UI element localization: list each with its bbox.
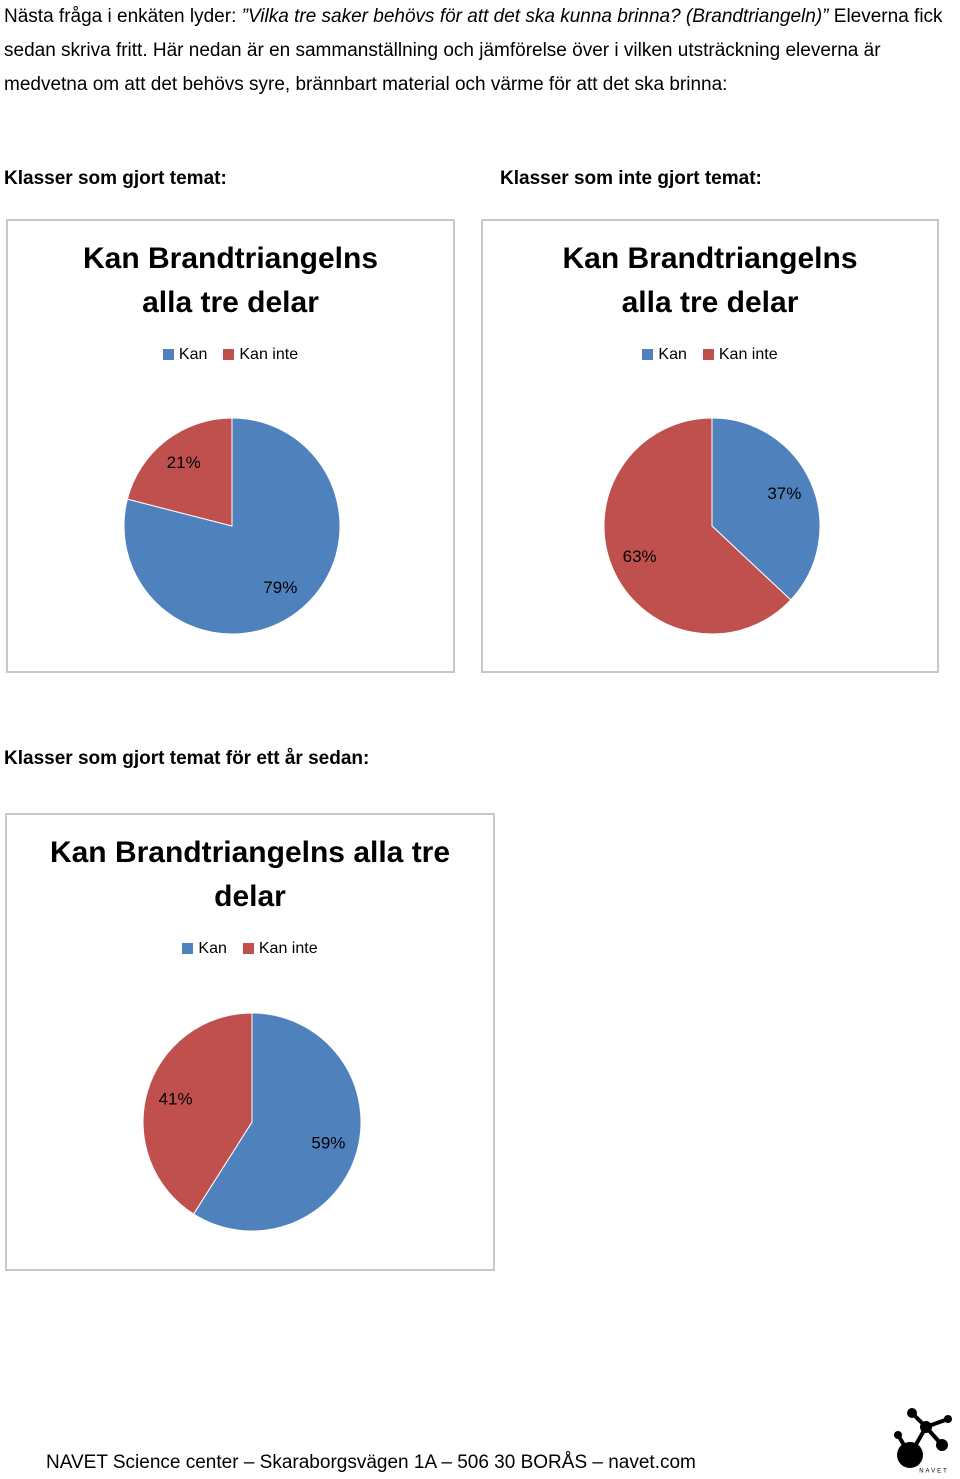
pie-slice <box>711 417 821 601</box>
legend-item: Kan inte <box>223 346 298 363</box>
legend: Kan Kan inte <box>8 346 453 364</box>
chart-title: Kan Brandtriangelns alla tre delar <box>562 242 858 319</box>
data-label: 21% <box>167 453 201 472</box>
legend-item: Kan <box>182 940 227 957</box>
pie-slice <box>126 417 233 527</box>
legend-swatch <box>182 943 194 954</box>
legend-item: Kan <box>642 346 687 363</box>
data-label: 63% <box>623 547 657 566</box>
pie-slice <box>603 417 792 635</box>
legend-item: Kan <box>162 346 208 363</box>
legend-swatch <box>242 943 254 954</box>
pie: 59% 41% <box>142 1012 362 1232</box>
chart-title: Kan Brandtriangelns alla tre delar <box>82 242 379 319</box>
pie-slice <box>142 1012 253 1215</box>
footer: NAVET Science center – Skaraborgsvägen 1… <box>46 1452 696 1473</box>
legend-label: Kan <box>178 346 208 363</box>
legend-label: Kan inte <box>239 346 299 363</box>
chart-box: 79% 21% Kan Brandtriangelns alla tre delar… <box>6 219 455 673</box>
heading: Klasser som gjort temat: <box>4 168 227 189</box>
legend-item: Kan inte <box>242 940 318 957</box>
heading: Klasser som gjort temat för ett år sedan… <box>4 748 370 769</box>
legend-swatch <box>223 349 235 360</box>
legend-label: Kan <box>658 346 687 363</box>
logo-text: NAVET <box>919 1469 949 1475</box>
intro: Nästa fråga i enkäten lyder: ”Vilka tre … <box>4 0 949 102</box>
data-label: 37% <box>767 484 801 503</box>
pie: 37% 63% <box>603 417 821 635</box>
legend-item: Kan inte <box>702 346 778 363</box>
pie: 79% 21% <box>123 417 341 635</box>
pie-slice <box>192 1012 362 1232</box>
legend-swatch <box>702 349 714 360</box>
legend-label: Kan inte <box>258 940 318 957</box>
heading: Klasser som inte gjort temat: <box>500 168 762 189</box>
logo: NAVET <box>894 1408 952 1475</box>
legend-swatch <box>642 349 654 360</box>
chart-box: 37% 63% Kan Brandtriangelns alla tre delar… <box>481 219 939 673</box>
chart-title: Kan Brandtriangelns alla tre delar <box>49 836 451 913</box>
pie-slice <box>123 417 341 635</box>
legend-swatch <box>162 349 174 360</box>
data-label: 59% <box>311 1134 345 1153</box>
data-label: 41% <box>159 1089 193 1108</box>
intro-quote: ”Vilka tre saker behövs för att det ska … <box>241 6 829 27</box>
legend-label: Kan inte <box>718 346 778 363</box>
legend: Kan Kan inte <box>7 940 493 958</box>
legend-label: Kan <box>198 940 227 957</box>
intro-text: Nästa fråga i enkäten lyder: <box>4 6 242 27</box>
chart-box: 59% 41% Kan Brandtriangelns alla tre delar… <box>5 813 495 1271</box>
data-label: 79% <box>263 578 297 597</box>
intro-text: Eleverna fick sedan skriva fritt. Här ne… <box>4 6 943 95</box>
legend: Kan Kan inte <box>483 346 937 364</box>
